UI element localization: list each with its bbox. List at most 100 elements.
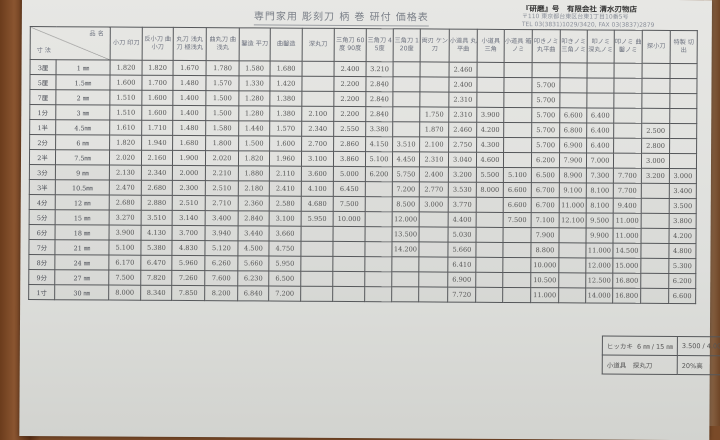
price-cell: 11.000 xyxy=(585,242,614,259)
price-cell xyxy=(670,63,698,79)
price-cell xyxy=(300,241,334,257)
price-cell xyxy=(502,242,532,258)
price-cell: 1.420 xyxy=(269,76,303,92)
price-cell: 5.100 xyxy=(365,151,393,167)
price-cell: 7.260 xyxy=(171,270,205,286)
price-cell: 2.200 xyxy=(333,76,367,92)
column-header: 小道具 箱ノミ xyxy=(504,29,533,63)
size-mm: 1.5㎜ xyxy=(55,74,111,91)
size-bu: 2半 xyxy=(29,149,56,165)
price-cell xyxy=(301,91,334,107)
price-cell: 1.400 xyxy=(172,90,206,106)
price-cell: 1.570 xyxy=(269,121,302,137)
price-cell xyxy=(419,226,449,243)
item-name-label: 品 名 xyxy=(89,30,104,38)
price-cell: 8.340 xyxy=(140,285,172,301)
price-cell xyxy=(476,197,504,213)
price-cell xyxy=(502,287,531,303)
column-header: 鑿造 平刀 xyxy=(239,27,271,62)
price-cell xyxy=(364,241,393,257)
price-cell xyxy=(420,61,450,78)
price-cell xyxy=(503,137,532,153)
extra-table: ヒッカキ 6 ㎜ / 15 ㎜ 3.500 / 4.000 小道具 探丸刀 20… xyxy=(602,336,720,376)
price-cell: 5.120 xyxy=(204,240,239,256)
price-cell: 2.400 xyxy=(334,61,367,77)
column-header: 探小刀 xyxy=(642,30,671,64)
price-cell xyxy=(613,93,642,109)
price-cell xyxy=(558,272,586,288)
price-cell: 1.510 xyxy=(109,90,142,106)
price-cell: 2.700 xyxy=(301,136,334,152)
price-cell: 8.000 xyxy=(476,182,504,198)
price-cell xyxy=(613,108,642,124)
price-cell: 3.100 xyxy=(301,151,334,167)
hikkaki-row: ヒッカキ 6 ㎜ / 15 ㎜ 3.500 / 4.000 xyxy=(602,336,720,356)
price-cell: 2.840 xyxy=(365,91,393,107)
company-info: 『研磨』号 有限会社 清水刃物店 〒110 東京都台東区台東1丁目10番5号 T… xyxy=(522,5,707,30)
price-cell xyxy=(504,62,533,78)
size-bu: 7厘 xyxy=(29,89,56,105)
size-bu: 1分 xyxy=(29,104,56,120)
price-cell: 8.100 xyxy=(586,182,614,199)
price-cell: 2.860 xyxy=(333,136,366,152)
price-cell: 2.400 xyxy=(448,77,478,93)
price-cell xyxy=(641,93,670,109)
price-cell: 10.000 xyxy=(530,257,559,273)
price-cell xyxy=(586,92,614,109)
price-cell: 3.400 xyxy=(669,183,697,199)
price-cell xyxy=(476,212,504,228)
size-bu: 8分 xyxy=(28,254,55,270)
price-cell: 1.870 xyxy=(419,121,449,138)
price-cell: 8.000 xyxy=(108,285,141,301)
price-cell: 7.900 xyxy=(531,227,560,243)
price-cell: 5.030 xyxy=(448,227,477,243)
price-cell: 5.700 xyxy=(531,77,561,93)
price-cell: 6.900 xyxy=(447,272,476,288)
price-cell: 3.000 xyxy=(669,168,697,184)
price-cell: 4.200 xyxy=(669,228,697,244)
price-cell: 1.510 xyxy=(109,105,142,121)
price-cell: 3.270 xyxy=(109,210,142,226)
kodougu-row: 小道具 探丸刀 20%高 xyxy=(602,355,720,375)
price-cell: 1.680 xyxy=(270,61,303,77)
price-cell: 7.600 xyxy=(204,270,238,286)
price-cell: 2.510 xyxy=(172,195,206,211)
price-cell: 2.130 xyxy=(109,165,142,181)
price-cell: 3.000 xyxy=(419,196,449,213)
price-cell: 6.260 xyxy=(204,255,238,271)
price-cell xyxy=(503,77,533,93)
price-cell: 2.310 xyxy=(448,107,477,123)
price-cell: 13.500 xyxy=(392,226,420,242)
price-cell: 3.800 xyxy=(669,213,697,229)
price-cell: 6.200 xyxy=(365,166,393,182)
column-header: 曲鑿造 xyxy=(270,28,303,62)
price-cell: 3.860 xyxy=(333,151,366,167)
price-cell: 14.000 xyxy=(585,287,613,304)
price-list-sheet: 専門家用 彫刻刀 柄 巻 研付 価格表 『研磨』号 有限会社 清水刃物店 〒11… xyxy=(19,0,720,440)
price-cell xyxy=(586,77,615,94)
price-cell: 2.300 xyxy=(172,180,206,196)
price-cell xyxy=(640,243,670,259)
price-cell xyxy=(587,62,615,79)
price-cell xyxy=(503,122,532,138)
price-cell: 6.840 xyxy=(237,285,269,302)
price-cell: 3.200 xyxy=(641,168,670,184)
price-cell: 5.300 xyxy=(668,258,696,274)
price-cell: 1.380 xyxy=(269,106,302,122)
price-cell: 2.460 xyxy=(449,62,478,78)
price-cell xyxy=(669,93,697,109)
price-cell: 7.820 xyxy=(140,270,172,286)
price-cell: 6.600 xyxy=(503,197,532,213)
price-cell xyxy=(418,286,448,303)
column-header: 叩ノミ 曲鑿ノミ xyxy=(614,30,643,64)
price-cell: 6.400 xyxy=(586,122,614,139)
price-cell xyxy=(418,271,448,288)
price-cell: 2.750 xyxy=(448,137,477,153)
price-cell: 2.770 xyxy=(419,181,449,198)
price-cell: 14.500 xyxy=(612,243,642,259)
price-cell xyxy=(640,258,669,274)
price-cell: 4.680 xyxy=(301,196,334,212)
price-cell: 1.700 xyxy=(141,75,174,91)
price-cell: 2.020 xyxy=(205,150,239,166)
price-cell: 11.000 xyxy=(530,287,559,303)
